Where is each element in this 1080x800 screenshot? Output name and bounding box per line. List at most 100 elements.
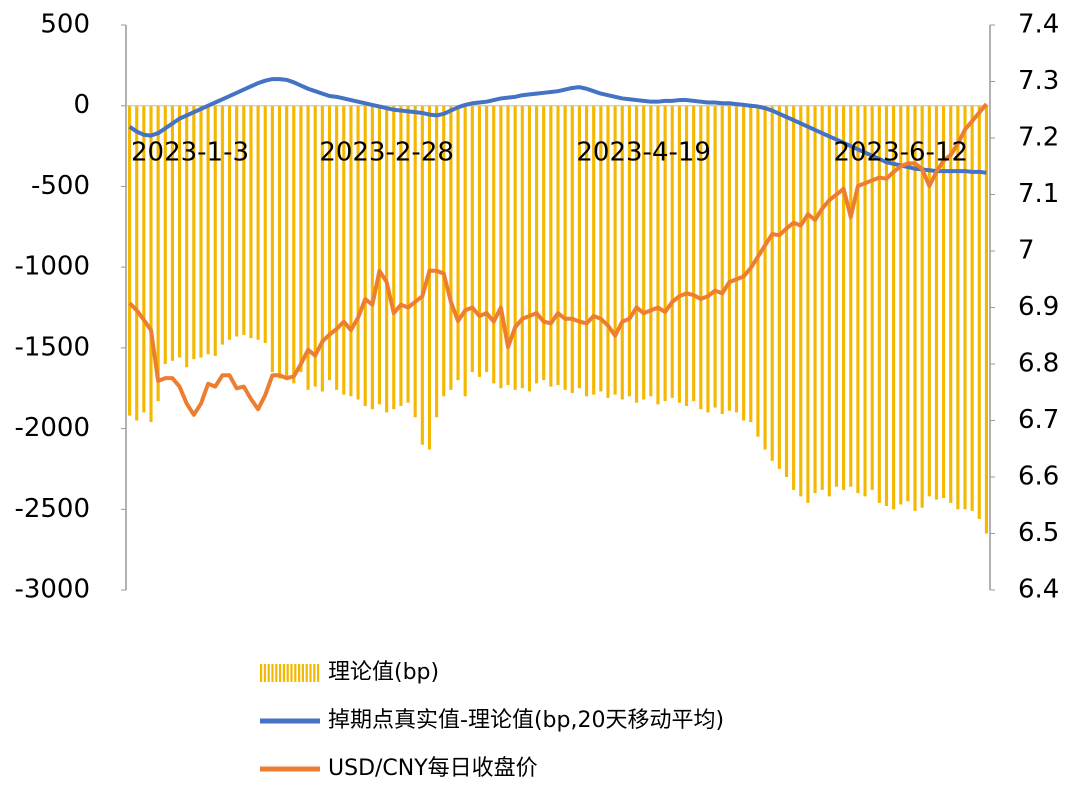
bar xyxy=(820,105,824,490)
y2-tick-label: 7.1 xyxy=(1018,179,1059,209)
y2-tick-label: 7.3 xyxy=(1018,66,1059,96)
y-tick-label: 0 xyxy=(73,90,90,120)
bar xyxy=(342,105,346,395)
y2-tick-label: 7.4 xyxy=(1018,10,1059,40)
x-tick-label: 2023-2-28 xyxy=(319,138,454,168)
bar xyxy=(299,105,303,373)
bar xyxy=(135,105,139,421)
bar xyxy=(127,105,132,416)
bar xyxy=(420,105,424,445)
bar xyxy=(913,105,917,511)
legend-swatch xyxy=(279,664,282,682)
y2-tick-label: 6.8 xyxy=(1018,349,1059,379)
legend-label: USD/CNY每日收盘价 xyxy=(328,756,538,781)
bar xyxy=(934,105,939,500)
legend-swatch xyxy=(263,664,266,682)
y2-tick-label: 6.7 xyxy=(1018,405,1059,435)
bar xyxy=(499,105,503,389)
bar xyxy=(563,105,567,390)
bar xyxy=(634,105,639,403)
legend-label: 掉期点真实值-理论值(bp,20天移动平均) xyxy=(328,708,724,733)
bar xyxy=(513,105,517,390)
bar xyxy=(892,105,896,510)
legend-swatch xyxy=(317,664,320,682)
bar xyxy=(677,105,681,403)
bar xyxy=(249,105,253,339)
bar xyxy=(199,105,203,358)
bar xyxy=(834,105,839,487)
bar xyxy=(549,105,553,387)
legend-swatch xyxy=(271,664,274,682)
bar xyxy=(877,105,881,503)
bar xyxy=(570,105,574,394)
bar xyxy=(670,105,674,398)
bar xyxy=(492,105,496,384)
bar xyxy=(656,105,660,405)
bar xyxy=(477,105,482,377)
bar xyxy=(706,105,710,413)
bar xyxy=(413,105,417,418)
bar xyxy=(613,105,617,395)
bar xyxy=(192,105,196,360)
bar xyxy=(370,105,374,410)
legend-swatch xyxy=(298,664,301,682)
bar xyxy=(320,105,324,392)
bar xyxy=(813,105,817,494)
x-tick-label: 2023-4-19 xyxy=(576,138,711,168)
x-tick-label: 2023-1-3 xyxy=(131,138,249,168)
legend-label: 理论值(bp) xyxy=(328,660,439,685)
y2-tick-label: 6.4 xyxy=(1018,575,1059,605)
bar xyxy=(142,105,146,413)
bar xyxy=(385,105,389,413)
bar xyxy=(749,105,753,423)
bar xyxy=(692,105,696,402)
bar xyxy=(456,105,460,381)
y2-tick-label: 6.6 xyxy=(1018,462,1059,492)
y-tick-label: -2000 xyxy=(14,413,90,443)
bar xyxy=(535,105,539,384)
bar xyxy=(363,105,367,406)
bar xyxy=(742,105,746,421)
y-tick-label: -1500 xyxy=(14,332,90,362)
bar xyxy=(335,105,339,390)
bar xyxy=(213,105,217,356)
y2-tick-label: 7.2 xyxy=(1018,123,1059,153)
bar xyxy=(556,105,560,385)
bar xyxy=(870,105,874,490)
bar xyxy=(542,105,546,381)
y-tick-label: -2500 xyxy=(14,494,90,524)
bar xyxy=(463,105,467,397)
bar xyxy=(949,105,953,503)
bar xyxy=(149,105,153,423)
bar xyxy=(734,105,739,413)
bar xyxy=(584,105,589,397)
bar xyxy=(449,105,453,390)
bar xyxy=(156,105,160,402)
legend-swatch xyxy=(313,664,316,682)
bar xyxy=(620,105,624,400)
bar xyxy=(920,105,924,508)
bar xyxy=(842,105,846,490)
legend-swatch xyxy=(305,664,308,682)
bar xyxy=(256,105,260,340)
bar xyxy=(699,105,703,410)
bar xyxy=(713,105,717,408)
legend-swatch xyxy=(275,664,278,682)
bar xyxy=(942,105,946,498)
bar xyxy=(963,105,967,510)
bar xyxy=(327,105,332,381)
bar xyxy=(285,105,289,381)
bar xyxy=(163,105,167,364)
x-tick-label: 2023-6-12 xyxy=(833,138,968,168)
bar xyxy=(227,105,232,340)
bar xyxy=(784,105,789,477)
bar xyxy=(806,105,810,503)
bar xyxy=(263,105,267,344)
legend-swatch xyxy=(282,664,285,682)
y-tick-label: -1000 xyxy=(14,252,90,282)
bar xyxy=(242,105,246,335)
y-tick-label: 500 xyxy=(40,10,90,40)
bar xyxy=(177,105,182,358)
bar xyxy=(235,105,239,337)
bar xyxy=(527,105,532,392)
